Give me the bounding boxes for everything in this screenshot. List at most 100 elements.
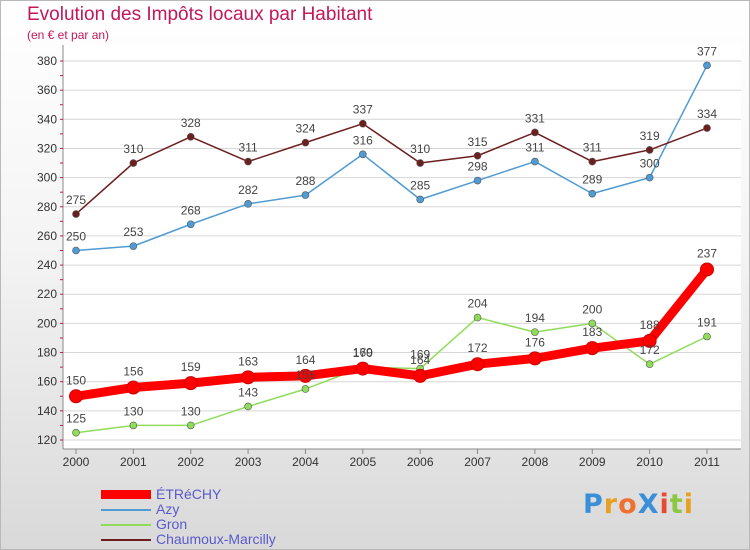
data-label: 285 <box>410 178 430 192</box>
x-tick-label: 2010 <box>636 455 663 469</box>
logo-letter: i <box>659 489 670 520</box>
data-label: 289 <box>582 173 602 187</box>
data-label: 253 <box>123 225 143 239</box>
data-label: 163 <box>238 354 258 368</box>
data-point <box>642 333 657 348</box>
data-point <box>129 421 138 430</box>
y-tick-label: 340 <box>37 112 57 126</box>
data-label: 156 <box>123 365 143 379</box>
data-point <box>645 173 654 182</box>
x-tick-label: 2005 <box>349 455 376 469</box>
data-point <box>244 157 252 166</box>
data-label: 188 <box>640 318 660 332</box>
logo-letter: X <box>637 489 660 520</box>
proxiti-logo: ProXiti <box>583 489 694 520</box>
legend-swatch <box>101 524 151 526</box>
data-point <box>72 428 80 437</box>
y-tick-label: 300 <box>37 171 57 185</box>
data-label: 143 <box>238 385 258 399</box>
x-tick-label: 2002 <box>177 455 204 469</box>
data-point <box>186 133 195 141</box>
y-tick-label: 160 <box>37 375 57 389</box>
y-tick-label: 120 <box>37 433 57 447</box>
legend-label: Gron <box>156 516 188 532</box>
legend-swatch <box>101 539 151 541</box>
data-point <box>244 402 252 411</box>
data-label: 282 <box>238 183 258 197</box>
data-point <box>700 262 714 277</box>
chart-subtitle: (en € et par an) <box>27 28 110 42</box>
data-label: 334 <box>697 107 717 121</box>
data-label: 130 <box>123 404 143 418</box>
logo-letter: o <box>618 489 638 520</box>
data-label: 288 <box>295 174 315 188</box>
data-label: 319 <box>640 129 660 143</box>
data-label: 169 <box>410 348 430 362</box>
data-point <box>588 189 597 198</box>
data-label: 310 <box>123 142 143 156</box>
chart-title: Evolution des Impôts locaux par Habitant <box>27 4 373 25</box>
data-point <box>241 370 256 385</box>
data-point <box>244 200 252 208</box>
data-point <box>588 319 597 328</box>
data-point <box>129 242 138 250</box>
y-tick-label: 380 <box>37 54 57 68</box>
y-tick-label: 180 <box>37 346 57 360</box>
data-point <box>588 157 597 166</box>
series-line <box>71 264 712 401</box>
data-label: 331 <box>525 111 545 125</box>
data-label: 298 <box>468 160 488 174</box>
logo-letter: t <box>669 489 684 520</box>
x-tick-label: 2006 <box>407 455 434 469</box>
data-label: 150 <box>66 373 86 387</box>
data-label: 250 <box>66 230 86 244</box>
data-label: 237 <box>697 246 717 260</box>
y-tick-label: 260 <box>37 229 57 243</box>
data-label: 172 <box>468 341 488 355</box>
logo-letter: P <box>583 489 604 520</box>
x-tick-label: 2000 <box>63 455 90 469</box>
data-label: 200 <box>582 302 602 316</box>
data-label: 164 <box>295 353 315 367</box>
y-tick-label: 200 <box>37 316 57 330</box>
data-point <box>703 332 711 341</box>
data-label: 164 <box>410 353 430 367</box>
data-label: 191 <box>697 316 717 330</box>
x-tick-label: 2001 <box>120 455 147 469</box>
data-point <box>527 351 542 366</box>
data-label: 311 <box>583 141 602 155</box>
data-point <box>129 159 138 167</box>
legend-swatch <box>101 509 151 511</box>
data-label: 324 <box>295 122 315 136</box>
data-point <box>183 376 198 391</box>
data-label: 311 <box>239 141 258 155</box>
data-label: 300 <box>640 157 660 171</box>
data-label: 183 <box>582 325 602 339</box>
logo-letter: i <box>683 489 694 520</box>
data-label: 316 <box>353 133 373 147</box>
series-line <box>75 64 708 252</box>
data-point <box>416 195 424 204</box>
data-label: 377 <box>697 44 717 58</box>
data-point <box>72 210 80 218</box>
x-tick-label: 2011 <box>694 455 720 469</box>
x-tick-label: 2009 <box>579 455 606 469</box>
data-point <box>72 246 80 255</box>
x-tick-label: 2007 <box>464 455 491 469</box>
data-point <box>301 191 310 199</box>
data-point <box>703 124 711 132</box>
series-line <box>75 122 708 215</box>
data-point <box>69 389 83 404</box>
data-point <box>531 128 539 137</box>
x-tick-label: 2008 <box>522 455 549 469</box>
data-point <box>301 138 310 147</box>
data-label: 337 <box>353 103 373 117</box>
legend-label: Chaumoux-Marcilly <box>156 531 276 547</box>
data-point <box>186 220 195 229</box>
data-point <box>473 313 482 322</box>
data-point <box>186 421 195 430</box>
y-tick-label: 280 <box>37 200 57 214</box>
data-label: 328 <box>181 116 201 130</box>
data-label: 125 <box>66 412 86 426</box>
